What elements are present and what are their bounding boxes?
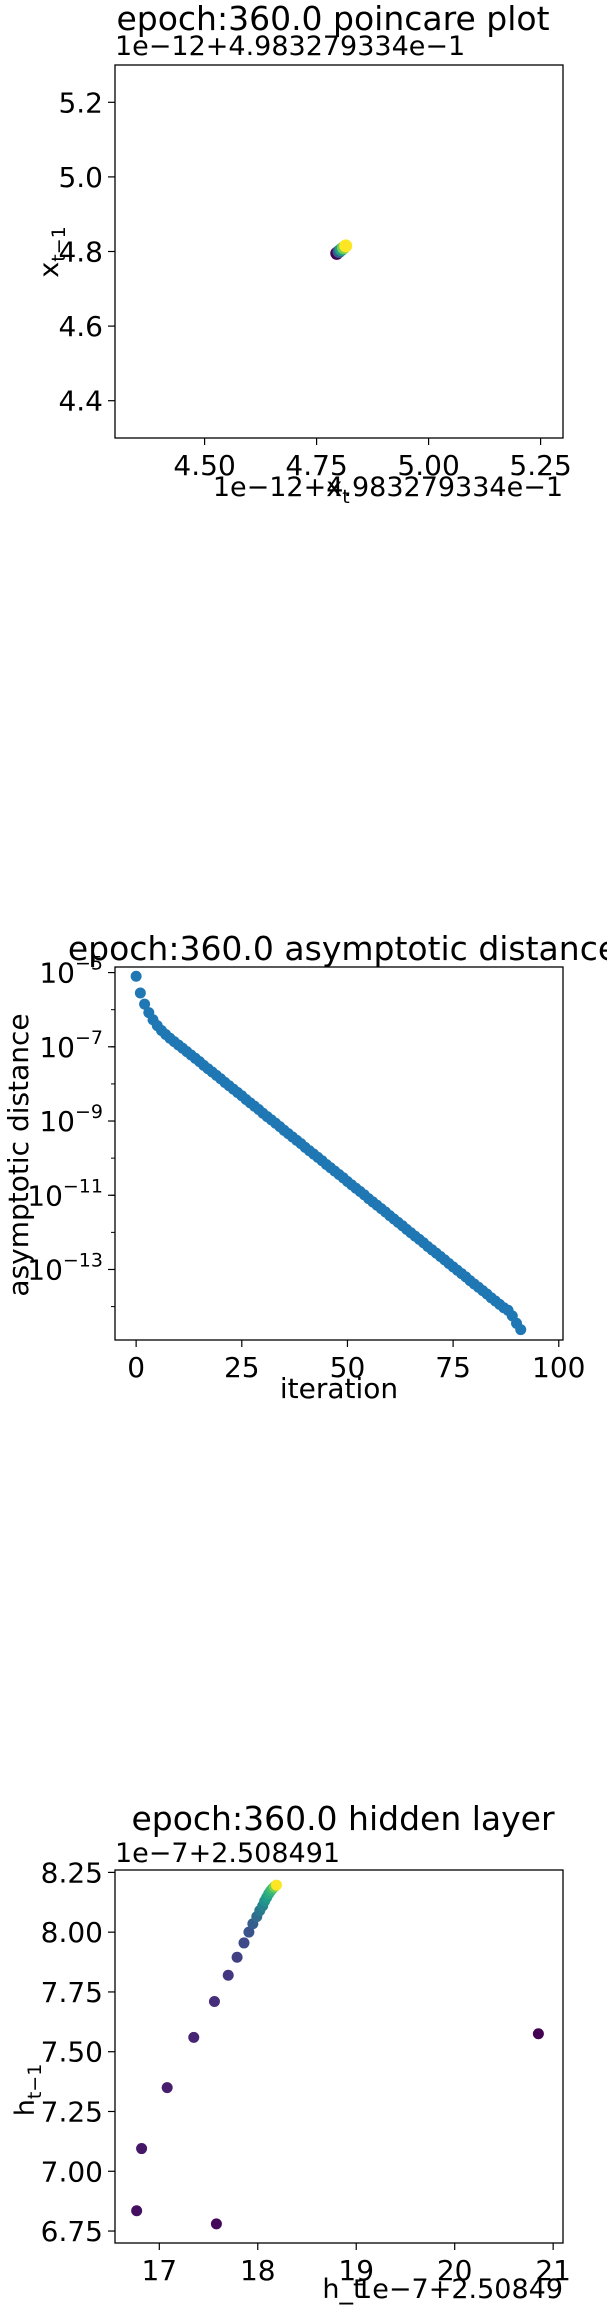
chart-title: epoch:360.0 asymptotic distance [68, 929, 607, 968]
y-axis-label: xt−1 [34, 226, 70, 277]
x-axis: 17 18 19 20 21 [141, 2243, 571, 2287]
data-point [243, 1926, 255, 1938]
data-points [131, 1879, 544, 2230]
x-tick-label: 18 [240, 2254, 276, 2287]
chart-title: epoch:360.0 poincare plot [116, 0, 549, 38]
y-tick-label: 10−13 [27, 1249, 103, 1286]
data-point [136, 2143, 148, 2155]
data-point [231, 1951, 243, 1963]
y-tick-label: 7.75 [41, 1976, 103, 2009]
x-tick-label: 5.00 [397, 449, 459, 482]
y-tick-label: 8.25 [41, 1856, 103, 1889]
y-tick-label: 8.00 [41, 1916, 103, 1949]
y-tick-label: 10−11 [27, 1175, 103, 1212]
chart-hidden-layer: epoch:360.0 hidden layer 1e−7+2.508491 6… [10, 1799, 571, 2305]
data-point [130, 970, 142, 982]
x-tick-label: 20 [437, 2254, 473, 2287]
x-tick-label: 25 [224, 1351, 260, 1384]
x-offset-label: 1e−7+2.50849 [355, 2274, 563, 2305]
y-axis: 10−5 10−7 10−9 10−11 10−13 [27, 953, 115, 1308]
data-point [210, 2218, 222, 2230]
x-axis-label: h_t [322, 2274, 363, 2305]
y-offset-label: 1e−7+2.508491 [115, 1838, 340, 1869]
x-tick-label: 19 [338, 2254, 374, 2287]
y-axis: 4.4 4.6 4.8 5.0 5.2 [58, 86, 115, 418]
data-point [161, 2082, 173, 2094]
x-tick-label: 4.75 [285, 449, 347, 482]
x-tick-label: 5.25 [509, 449, 571, 482]
x-axis: 0 25 50 75 100 [127, 1340, 586, 1384]
data-point [238, 1937, 250, 1949]
y-tick-label: 10−7 [39, 1027, 103, 1064]
data-point [188, 2031, 200, 2043]
y-tick-label: 7.50 [41, 2036, 103, 2069]
x-tick-label: 17 [141, 2254, 177, 2287]
x-tick-label: 50 [330, 1351, 366, 1384]
y-tick-label: 7.25 [41, 2095, 103, 2128]
data-points [130, 970, 527, 1336]
data-point [515, 1324, 527, 1336]
data-point [139, 998, 151, 1010]
x-tick-label: 100 [532, 1351, 585, 1384]
y-tick-label: 4.4 [58, 385, 103, 418]
y-offset-label: 1e−12+4.983279334e−1 [115, 31, 465, 62]
data-point [532, 2028, 544, 2040]
data-point [339, 239, 353, 253]
x-offset-label: 1e−12+4.983279334e−1 [213, 472, 563, 503]
plot-frame [114, 966, 564, 1341]
x-tick-label: 75 [435, 1351, 471, 1384]
plot-frame [114, 1869, 564, 2244]
data-point [131, 2205, 143, 2217]
y-tick-label: 4.8 [58, 236, 103, 269]
y-tick-label: 5.0 [58, 161, 103, 194]
chart-asymptotic-distance: epoch:360.0 asymptotic distance 10−5 10−7… [2, 929, 607, 1405]
x-tick-label: 0 [127, 1351, 145, 1384]
y-tick-label: 7.00 [41, 2155, 103, 2188]
y-axis-label: ht−1 [10, 2064, 46, 2117]
y-tick-label: 6.75 [41, 2215, 103, 2248]
data-point [222, 1969, 234, 1981]
x-axis-label: iteration [280, 1372, 398, 1405]
y-tick-label: 10−5 [39, 953, 103, 990]
data-point [134, 987, 146, 999]
y-tick-label: 4.6 [58, 310, 103, 343]
chart-poincare: epoch:360.0 poincare plot 1e−12+4.983279… [34, 0, 572, 508]
y-axis-label: asymptotic distance [2, 1013, 35, 1296]
y-axis: 6.75 7.00 7.25 7.50 7.75 8.00 8.25 [41, 1856, 115, 2248]
x-axis: 4.50 4.75 5.00 5.25 [173, 438, 572, 482]
x-tick-label: 4.50 [173, 449, 235, 482]
chart-title: epoch:360.0 hidden layer [131, 1799, 554, 1838]
x-tick-label: 21 [535, 2254, 571, 2287]
y-tick-label: 10−9 [39, 1101, 103, 1138]
data-points [330, 239, 353, 260]
data-point [270, 1879, 282, 1891]
data-point [208, 1996, 220, 2008]
y-tick-label: 5.2 [58, 86, 103, 119]
